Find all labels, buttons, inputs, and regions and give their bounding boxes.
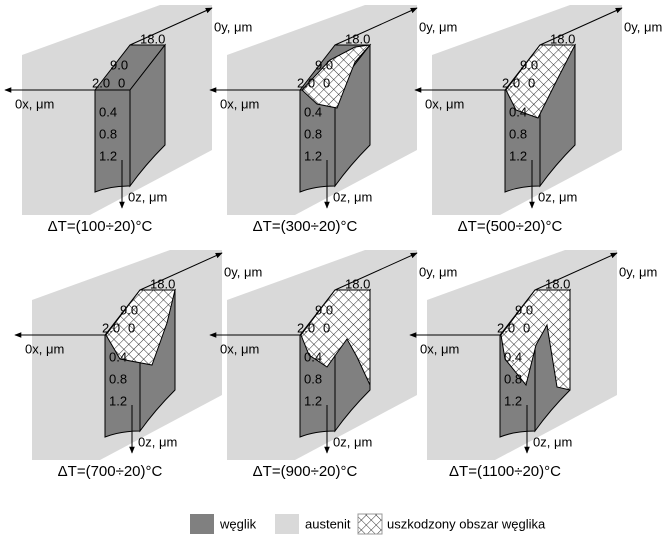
legend-label: uszkodzony obszar węglika bbox=[387, 516, 546, 531]
axis-label: 0x, μm bbox=[15, 96, 54, 111]
scale-label: 18.0 bbox=[345, 276, 370, 291]
caption: ΔT=(100÷20)°C bbox=[48, 218, 153, 235]
scale-label: 0.8 bbox=[509, 126, 527, 141]
legend-label: austenit bbox=[305, 516, 351, 531]
scale-label: 0.4 bbox=[504, 349, 522, 364]
scale-label: 0.4 bbox=[304, 349, 322, 364]
axis-label: 0y, μm bbox=[619, 264, 657, 279]
scale-label: 9.0 bbox=[315, 57, 333, 72]
caption: ΔT=(700÷20)°C bbox=[58, 463, 163, 480]
panel: 0x, μm 0y, μm 0z, μm 18.0 9.02.0 00.4 0.8 1.2 ΔT… bbox=[410, 250, 657, 480]
caption: ΔT=(1100÷20)°C bbox=[449, 463, 561, 480]
figure: węglik austenit uszkodzony obszar węglik… bbox=[0, 0, 666, 538]
scale-label: 0.4 bbox=[304, 104, 322, 119]
scale-label: 18.0 bbox=[345, 31, 370, 46]
scale-label: 9.0 bbox=[520, 57, 538, 72]
scale-label: 2.0 bbox=[102, 320, 120, 335]
panel: 0x, μm 0y, μm 0z, μm 18.0 9.02.0 00.4 0.8 1.2 ΔT… bbox=[210, 5, 457, 235]
scale-label: 1.2 bbox=[504, 393, 522, 408]
scale-label: 1.2 bbox=[304, 148, 322, 163]
axis-label: 0z, μm bbox=[333, 189, 372, 204]
legend-swatch bbox=[275, 514, 299, 534]
axis-label: 0x, μm bbox=[220, 341, 259, 356]
panel: 0x, μm 0y, μm 0z, μm 18.0 9.02.0 00.4 0.8 1.2 ΔT… bbox=[15, 250, 262, 480]
scale-label: 2.0 bbox=[497, 320, 515, 335]
scale-label: 9.0 bbox=[120, 302, 138, 317]
scale-label: 1.2 bbox=[509, 148, 527, 163]
scale-label: 0 bbox=[128, 320, 135, 335]
scale-label: 9.0 bbox=[315, 302, 333, 317]
scale-label: 0 bbox=[323, 75, 330, 90]
scale-label: 2.0 bbox=[502, 75, 520, 90]
axis-label: 0x, μm bbox=[420, 341, 459, 356]
scale-label: 0 bbox=[528, 75, 535, 90]
axis-label: 0y, μm bbox=[419, 264, 457, 279]
axis-label: 0x, μm bbox=[220, 96, 259, 111]
legend-label: węglik bbox=[219, 516, 257, 531]
scale-label: 18.0 bbox=[550, 31, 575, 46]
scale-label: 1.2 bbox=[99, 148, 117, 163]
axis-label: 0z, μm bbox=[333, 434, 372, 449]
scale-label: 0.8 bbox=[304, 126, 322, 141]
scale-label: 18.0 bbox=[140, 31, 165, 46]
scale-label: 0.4 bbox=[99, 104, 117, 119]
panel: 0x, μm 0y, μm 0z, μm 18.0 9.02.0 00.4 0.8 1.2 ΔT… bbox=[5, 5, 252, 235]
scale-label: 0 bbox=[523, 320, 530, 335]
scale-label: 0 bbox=[323, 320, 330, 335]
axis-label: 0z, μm bbox=[533, 434, 572, 449]
axis-label: 0x, μm bbox=[425, 96, 464, 111]
scale-label: 0.8 bbox=[99, 126, 117, 141]
caption: ΔT=(500÷20)°C bbox=[458, 218, 563, 235]
axis-label: 0x, μm bbox=[25, 341, 64, 356]
scale-label: 0.8 bbox=[504, 371, 522, 386]
scale-label: 2.0 bbox=[297, 75, 315, 90]
scale-label: 0.4 bbox=[509, 104, 527, 119]
axis-label: 0y, μm bbox=[214, 19, 252, 34]
scale-label: 0.8 bbox=[304, 371, 322, 386]
legend-swatch bbox=[190, 514, 214, 534]
scale-label: 0.8 bbox=[109, 371, 127, 386]
legend-swatch bbox=[358, 514, 382, 534]
axis-label: 0z, μm bbox=[538, 189, 577, 204]
panel: 0x, μm 0y, μm 0z, μm 18.0 9.02.0 00.4 0.8 1.2 ΔT… bbox=[210, 250, 457, 480]
caption: ΔT=(300÷20)°C bbox=[253, 218, 358, 235]
scale-label: 2.0 bbox=[92, 75, 110, 90]
axis-label: 0y, μm bbox=[224, 264, 262, 279]
scale-label: 9.0 bbox=[515, 302, 533, 317]
scale-label: 1.2 bbox=[109, 393, 127, 408]
axis-label: 0z, μm bbox=[128, 189, 167, 204]
legend: węglik austenit uszkodzony obszar węglik… bbox=[190, 514, 546, 534]
scale-label: 9.0 bbox=[110, 57, 128, 72]
scale-label: 18.0 bbox=[150, 276, 175, 291]
scale-label: 1.2 bbox=[304, 393, 322, 408]
axis-label: 0y, μm bbox=[419, 19, 457, 34]
scale-label: 18.0 bbox=[545, 276, 570, 291]
scale-label: 0.4 bbox=[109, 349, 127, 364]
panel: 0x, μm 0y, μm 0z, μm 18.0 9.02.0 00.4 0.8 1.2 ΔT… bbox=[415, 5, 662, 235]
scale-label: 0 bbox=[118, 75, 125, 90]
caption: ΔT=(900÷20)°C bbox=[253, 463, 358, 480]
scale-label: 2.0 bbox=[297, 320, 315, 335]
axis-label: 0z, μm bbox=[138, 434, 177, 449]
axis-label: 0y, μm bbox=[624, 19, 662, 34]
